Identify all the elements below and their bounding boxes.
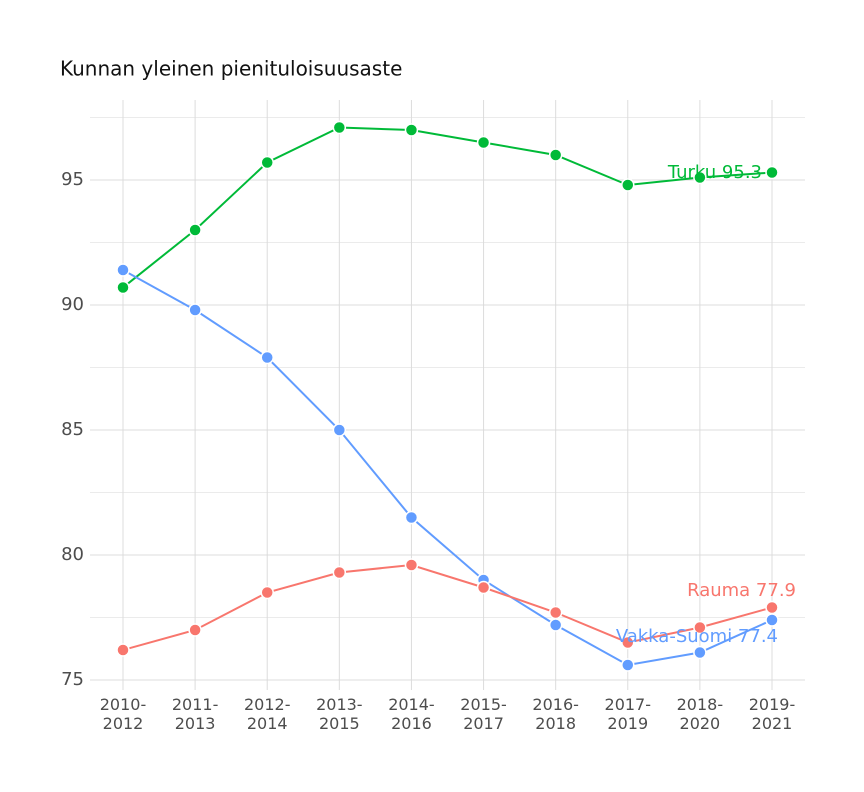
- x-tick-label: 2014-2016: [388, 695, 435, 733]
- x-tick-label: 2016-2018: [532, 695, 579, 733]
- data-point: [693, 170, 707, 185]
- data-point: [116, 263, 130, 277]
- data-point: [621, 635, 635, 650]
- data-point: [188, 303, 202, 317]
- end-label: Rauma 77.9: [687, 580, 796, 601]
- data-point: [476, 580, 491, 595]
- data-point: [548, 605, 563, 620]
- chart-title: Kunnan yleinen pienituloisuusaste: [60, 57, 402, 81]
- data-point: [188, 223, 202, 237]
- data-point: [260, 585, 274, 600]
- data-point: [765, 613, 779, 627]
- data-point: [116, 643, 130, 657]
- end-label: Turku 95.3: [667, 162, 762, 183]
- x-tick-label: 2019-2021: [748, 695, 796, 733]
- x-tick-label: 2012-2014: [243, 695, 291, 733]
- data-point: [765, 600, 779, 615]
- data-point: [765, 165, 779, 180]
- data-point: [693, 645, 707, 660]
- data-point: [404, 123, 419, 137]
- data-point: [188, 623, 202, 637]
- data-point: [116, 280, 130, 295]
- data-point: [404, 558, 419, 572]
- data-point: [548, 148, 563, 162]
- data-point: [693, 620, 707, 635]
- end-label: Vakka-Suomi 77.4: [616, 626, 778, 647]
- data-point: [621, 658, 635, 672]
- data-point: [332, 120, 347, 135]
- x-tick-label: 2010-2012: [99, 695, 147, 733]
- x-tick-label: 2017-2019: [604, 695, 652, 733]
- series-line: [122, 126, 773, 289]
- x-tick-label: 2011-2013: [171, 695, 219, 733]
- x-tick-label: 2013-2015: [316, 695, 363, 733]
- data-point: [476, 135, 491, 150]
- y-tick-label: 90: [61, 294, 84, 315]
- data-point: [332, 565, 347, 580]
- y-tick-label: 75: [61, 669, 84, 690]
- x-tick-label: 2018-2020: [676, 695, 724, 733]
- data-point: [260, 350, 274, 365]
- y-tick-label: 80: [61, 544, 84, 565]
- y-tick-label: 95: [61, 169, 84, 190]
- series-line: [122, 563, 773, 651]
- data-point: [332, 423, 347, 437]
- series-line: [122, 269, 773, 667]
- data-point: [260, 155, 274, 170]
- data-point: [548, 618, 563, 632]
- data-point: [404, 510, 419, 525]
- data-point: [621, 178, 635, 192]
- y-tick-label: 85: [61, 419, 84, 440]
- x-tick-label: 2015-2017: [460, 695, 507, 733]
